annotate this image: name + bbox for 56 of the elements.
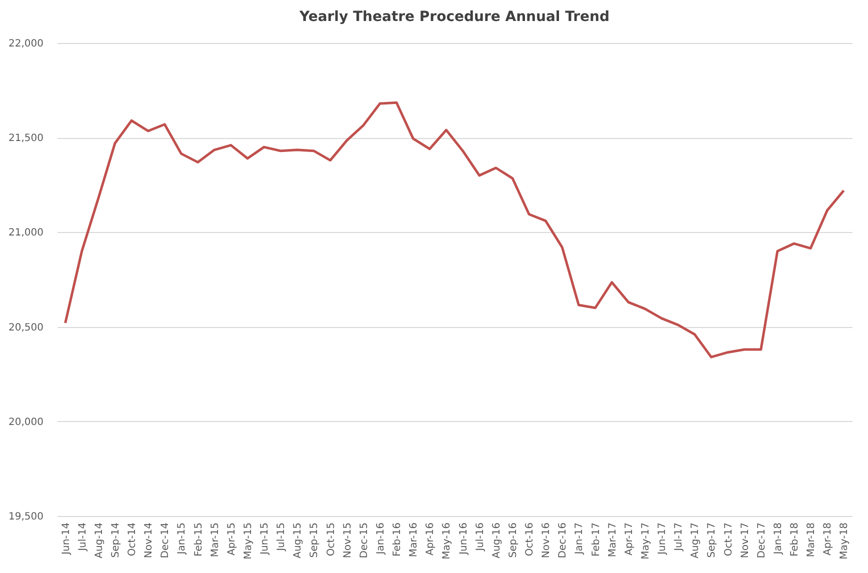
x-tick-label: Feb-15 <box>193 522 204 557</box>
chart-title: Yearly Theatre Procedure Annual Trend <box>298 9 610 25</box>
x-tick-label: Aug-16 <box>491 522 502 558</box>
x-tick-label: Apr-18 <box>822 522 834 556</box>
y-tick-label: 20,000 <box>8 416 44 428</box>
x-tick-label: Apr-17 <box>624 522 635 556</box>
y-tick-label: 20,500 <box>8 322 44 334</box>
x-tick-label: Nov-16 <box>541 522 552 558</box>
x-tick-label: Sep-16 <box>508 522 519 558</box>
x-tick-label: Jul-14 <box>77 522 88 552</box>
x-tick-label: Oct-15 <box>326 522 337 556</box>
x-tick-label: Mar-15 <box>210 522 221 558</box>
x-tick-label: Jun-14 <box>60 522 72 556</box>
x-tick-label: Apr-16 <box>425 522 436 556</box>
x-tick-label: Sep-14 <box>110 522 122 558</box>
x-tick-label: Apr-15 <box>226 522 238 556</box>
x-tick-label: Jan-15 <box>176 522 188 556</box>
y-tick-label: 22,000 <box>8 38 44 50</box>
x-tick-label: Jul-15 <box>276 522 288 552</box>
y-tick-label: 21,500 <box>8 133 44 144</box>
x-tick-label: May-15 <box>242 522 254 560</box>
x-tick-label: Oct-17 <box>723 522 734 556</box>
y-tick-label: 21,000 <box>8 228 44 239</box>
x-tick-label: Aug-17 <box>690 522 702 558</box>
x-tick-label: May-16 <box>442 522 453 560</box>
x-tick-label: Feb-18 <box>790 522 801 557</box>
x-tick-label: Feb-16 <box>392 522 404 557</box>
x-tick-label: Dec-14 <box>160 522 172 558</box>
x-tick-label: Jun-15 <box>260 522 271 556</box>
x-tick-label: Jan-17 <box>574 522 586 556</box>
x-tick-label: Mar-16 <box>408 522 420 558</box>
x-tick-label: Dec-17 <box>756 522 768 558</box>
x-tick-label: Aug-15 <box>292 522 304 558</box>
x-tick-label: Sep-15 <box>309 522 320 558</box>
x-tick-label: Jan-18 <box>772 522 784 556</box>
x-tick-label: Feb-17 <box>590 522 602 557</box>
x-tick-label: Sep-17 <box>706 522 718 558</box>
x-tick-label: May-17 <box>640 522 652 560</box>
x-tick-label: Mar-17 <box>607 522 618 558</box>
x-tick-label: Dec-15 <box>358 522 370 558</box>
x-tick-label: Jul-16 <box>474 522 486 552</box>
x-tick-label: Mar-18 <box>806 522 818 558</box>
x-tick-label: Oct-14 <box>127 522 138 556</box>
x-tick-label: Nov-14 <box>144 522 155 558</box>
line-series <box>64 101 845 358</box>
x-tick-label: Jul-17 <box>674 522 685 552</box>
x-tick-label: Jan-16 <box>375 522 386 556</box>
x-tick-label: Jun-17 <box>657 522 668 556</box>
x-tick-label: Aug-14 <box>94 522 105 558</box>
x-tick-label: Jun-16 <box>458 522 470 556</box>
x-tick-label: Nov-17 <box>740 522 751 558</box>
y-tick-label: 19,500 <box>8 512 44 522</box>
x-tick-label: Oct-16 <box>524 522 536 556</box>
x-tick-label: Nov-15 <box>342 522 354 558</box>
x-tick-label: May-18 <box>839 522 850 560</box>
x-tick-label: Dec-16 <box>558 522 569 558</box>
